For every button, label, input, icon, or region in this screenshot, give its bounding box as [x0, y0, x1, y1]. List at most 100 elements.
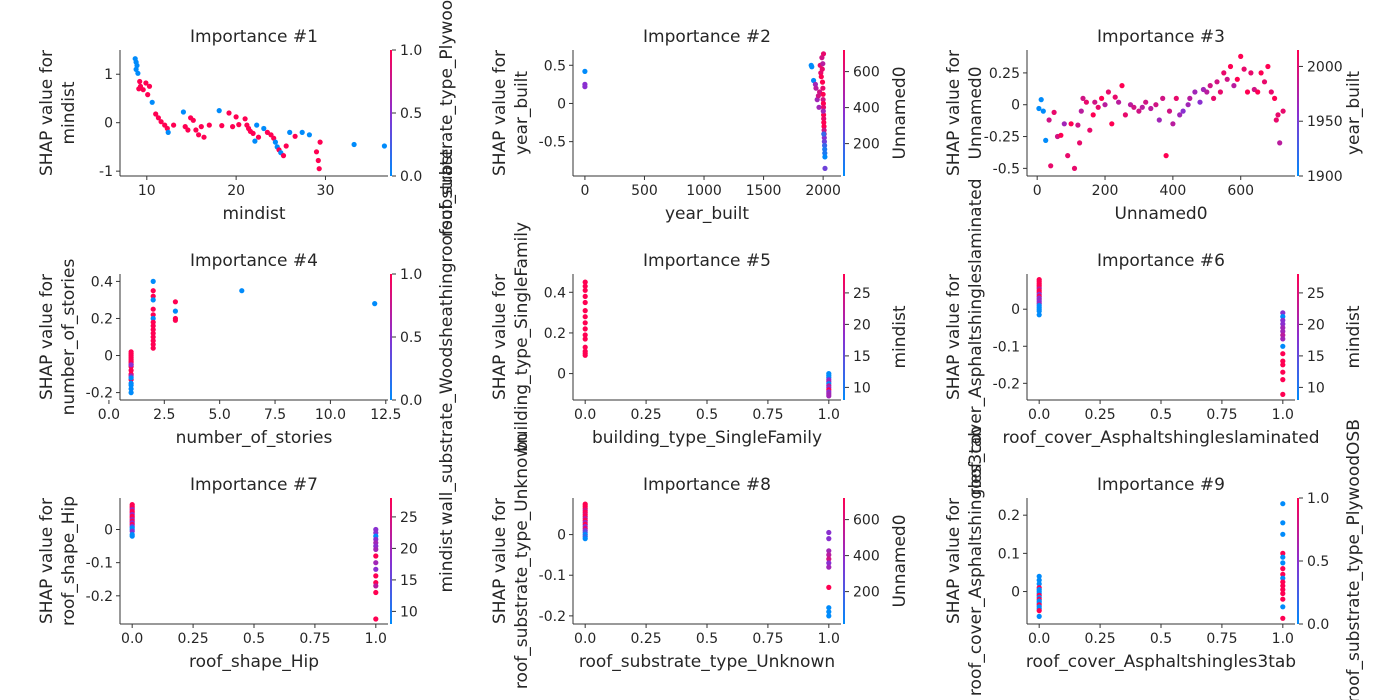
subplot-title: Importance #4 [190, 251, 318, 271]
data-point [299, 129, 305, 135]
data-point [1268, 89, 1274, 95]
data-point [1068, 121, 1074, 127]
data-point [1187, 95, 1193, 101]
colorbar-tick-label: 2000 [1307, 59, 1343, 75]
data-point [821, 139, 828, 145]
data-point [1280, 343, 1286, 349]
y-axis-label-line: roof_substrate_type_Unknown [512, 433, 532, 689]
colorbar-tick-label: 25 [400, 510, 418, 526]
data-point [1077, 140, 1083, 146]
colorbar-tick-label: 20 [853, 317, 871, 333]
data-point [1280, 587, 1286, 593]
data-point [172, 308, 178, 314]
data-point [826, 393, 832, 399]
data-point [150, 323, 156, 329]
data-point [1265, 63, 1271, 70]
y-tick-label: 0.4 [544, 285, 566, 301]
data-point [826, 556, 832, 562]
data-point [1280, 321, 1286, 327]
x-tick-label: 0.0 [1028, 407, 1050, 423]
data-point [818, 74, 824, 80]
data-point [150, 330, 156, 336]
y-axis-label: SHAP value for year_built [490, 50, 532, 176]
subplot-title: Importance #7 [190, 475, 318, 495]
data-point [1112, 94, 1118, 100]
data-point [1046, 117, 1052, 123]
data-point [1080, 95, 1086, 101]
colorbar [843, 274, 845, 400]
colorbar-tick-label: 200 [853, 585, 880, 601]
colorbar-tick-label: 15 [1307, 349, 1325, 365]
x-tick-label: 0.5 [1150, 631, 1172, 647]
data-point [821, 131, 827, 137]
y-axis-label-line: SHAP value for [37, 498, 57, 624]
data-point [1036, 105, 1042, 112]
x-tick-label: 1.0 [1272, 407, 1294, 423]
colorbar-tick-label: 0.0 [400, 169, 422, 185]
data-point [128, 375, 134, 381]
y-axis-label-line: SHAP value for [944, 498, 964, 624]
x-tick-label: 500 [631, 183, 658, 199]
data-point [1244, 89, 1251, 95]
data-point [1280, 579, 1286, 585]
data-point [1280, 310, 1286, 316]
data-point [230, 124, 236, 130]
data-point [821, 116, 827, 122]
data-point [1038, 97, 1044, 103]
data-point [1221, 70, 1227, 76]
x-tick-label: 7.5 [264, 407, 286, 423]
data-point [582, 352, 588, 358]
y-axis-label-line: mindist [59, 81, 79, 144]
data-point [821, 135, 827, 141]
data-point [128, 390, 134, 396]
data-point [1116, 99, 1122, 105]
data-point [1258, 70, 1264, 76]
data-point [1275, 112, 1281, 118]
data-point [283, 143, 289, 149]
data-point [1036, 312, 1042, 318]
x-tick-label: 0.75 [752, 407, 783, 423]
data-point [1109, 121, 1115, 127]
data-point [146, 83, 153, 89]
y-axis-label-line: SHAP value for [490, 274, 510, 400]
y-axis-label-line: SHAP value for [490, 498, 510, 624]
y-tick-label: 0 [557, 528, 566, 544]
data-point [153, 111, 159, 117]
colorbar-tick-label: 0.5 [1307, 554, 1329, 570]
data-point [1280, 531, 1286, 537]
data-point [381, 143, 387, 149]
data-point [1148, 105, 1154, 112]
x-tick-label: 0.0 [574, 631, 596, 647]
x-tick-label: 30 [317, 183, 335, 199]
colorbar-tick-label: 25 [1307, 286, 1325, 302]
data-point [1280, 560, 1286, 566]
x-tick-label: 2000 [805, 183, 841, 199]
scatter-points [129, 502, 379, 622]
colorbar-tick-label: 15 [853, 349, 871, 365]
data-point [1173, 95, 1179, 101]
data-point [150, 278, 156, 284]
data-point [582, 279, 588, 285]
subplot-8: Importance #8 0.0 0.25 0.5 0.75 1.0 -0.2 -0.1 0 r… [490, 433, 910, 689]
data-point [1280, 351, 1286, 357]
data-point [820, 61, 826, 67]
data-point [821, 127, 827, 133]
subplot-title: Importance #9 [1097, 475, 1225, 495]
data-point [1280, 332, 1286, 338]
data-point [165, 129, 171, 135]
data-point [1102, 102, 1108, 108]
x-tick-label: 0.75 [1206, 631, 1237, 647]
colorbar-tick-label: 10 [853, 380, 871, 396]
data-point [821, 119, 827, 126]
data-point [582, 320, 588, 326]
data-point [171, 122, 177, 128]
data-point [373, 553, 379, 559]
data-point [1280, 501, 1286, 507]
data-point [1166, 108, 1173, 114]
x-tick-label: 0.0 [574, 407, 596, 423]
data-point [226, 110, 232, 116]
colorbar-tick-label: 10 [1307, 380, 1325, 396]
colorbar-tick-label: 1.0 [400, 267, 422, 283]
y-tick-label: -0.1 [539, 568, 566, 584]
x-tick-label: 0.5 [696, 631, 718, 647]
